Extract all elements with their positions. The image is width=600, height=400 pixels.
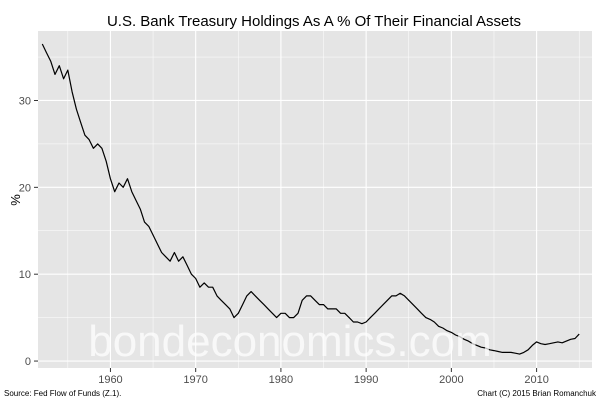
x-tick-label: 1980 xyxy=(269,374,293,386)
major-gridlines xyxy=(38,31,592,368)
x-tick-label: 2010 xyxy=(524,374,548,386)
plot-panel xyxy=(38,31,592,368)
y-tick-label: 10 xyxy=(19,269,31,281)
chart-title: U.S. Bank Treasury Holdings As A % Of Th… xyxy=(107,13,521,30)
y-tick-label: 0 xyxy=(25,356,31,368)
chart-credit: Chart (C) 2015 Brian Romanchuk xyxy=(477,389,597,398)
series-line xyxy=(41,43,580,355)
y-tick-label: 20 xyxy=(19,182,31,194)
x-tick-label: 2000 xyxy=(439,374,463,386)
x-tick-label: 1990 xyxy=(354,374,378,386)
x-axis: 1960197019801990200020102020 xyxy=(98,368,549,386)
x-tick-label: 1970 xyxy=(183,374,207,386)
watermark: bondeconomics.com xyxy=(88,317,492,366)
y-axis: 0 10 20 30 xyxy=(19,95,38,368)
minor-gridlines xyxy=(38,31,592,368)
x-tick-label: 1960 xyxy=(98,374,122,386)
source-note: Source: Fed Flow of Funds (Z.1). xyxy=(4,389,121,398)
y-tick-label: 30 xyxy=(19,95,31,107)
y-axis-label: % xyxy=(8,194,23,206)
